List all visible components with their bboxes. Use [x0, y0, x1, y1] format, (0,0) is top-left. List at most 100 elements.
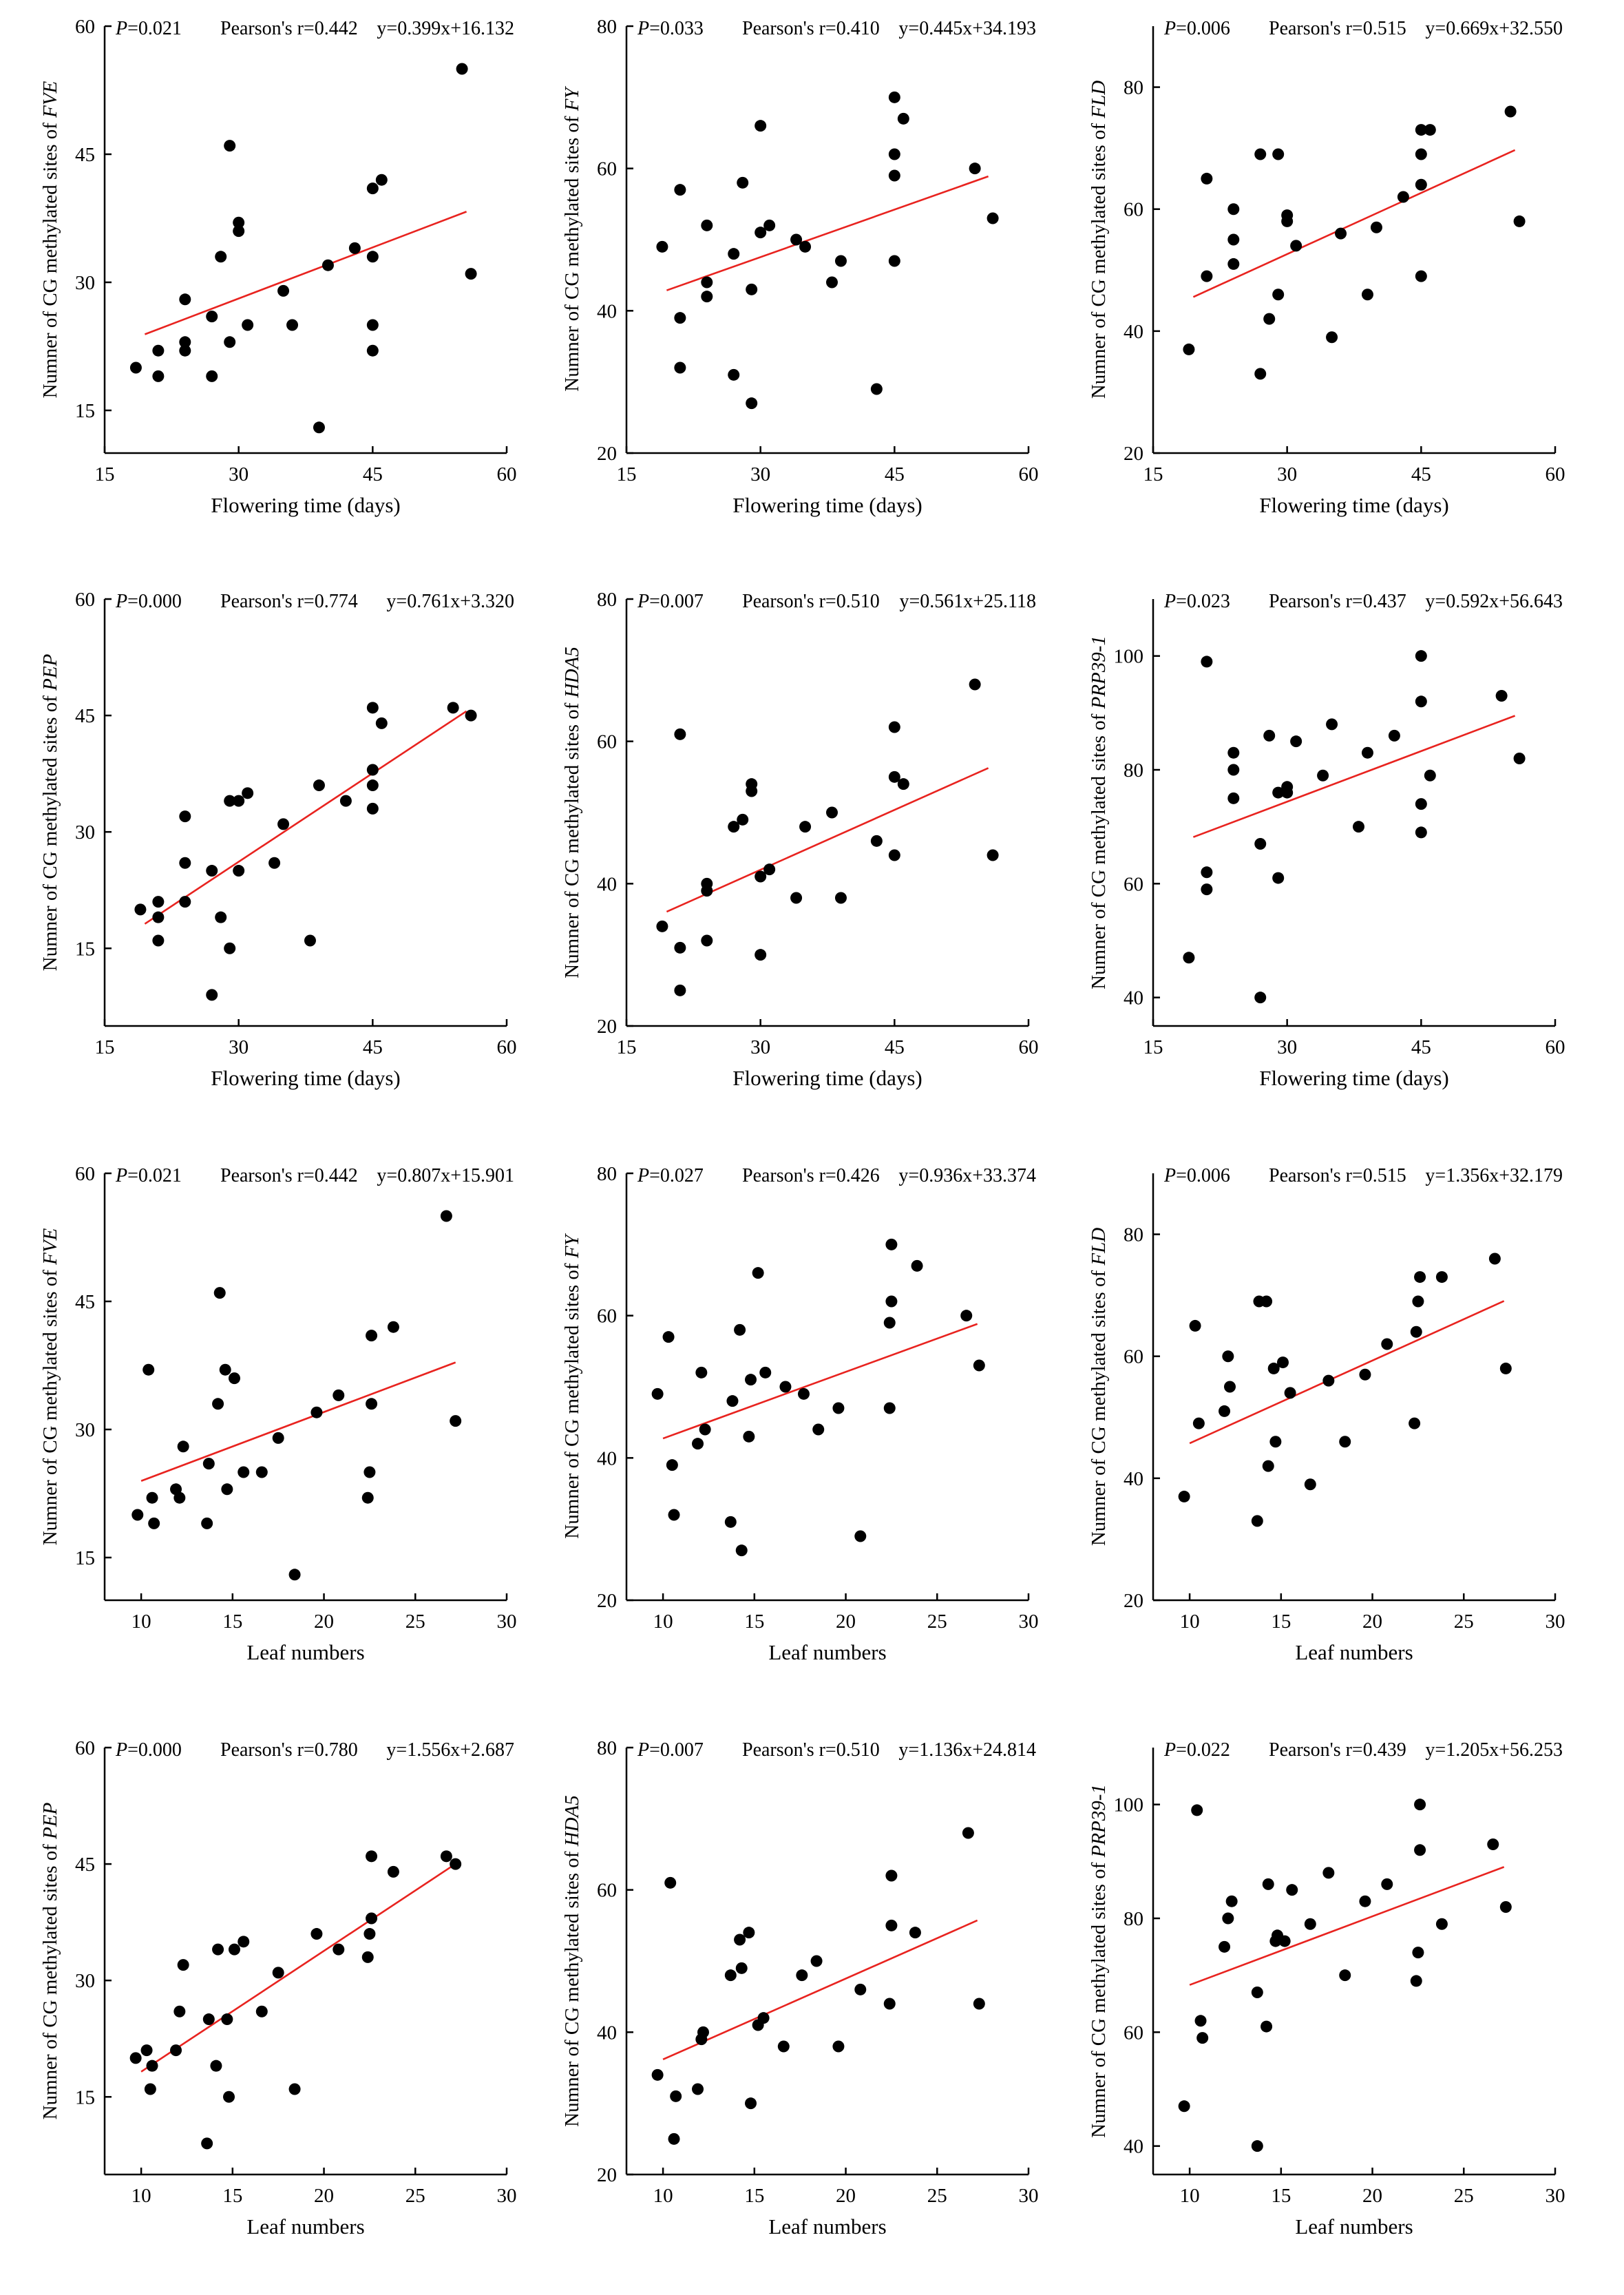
x-tick-label: 20: [1362, 2185, 1382, 2207]
p-value: =0.006: [1176, 18, 1230, 39]
p-symbol: P: [1163, 1165, 1176, 1186]
data-point: [152, 934, 165, 947]
data-point: [366, 182, 379, 195]
data-point: [755, 120, 767, 132]
data-point: [651, 2068, 664, 2081]
data-point: [450, 1858, 462, 1870]
data-point: [224, 336, 236, 348]
data-point: [701, 877, 713, 890]
data-point: [1278, 1935, 1291, 1947]
data-point: [1326, 331, 1338, 344]
data-point: [1361, 289, 1373, 301]
data-point: [224, 795, 236, 807]
data-point: [832, 2040, 845, 2053]
data-point: [152, 911, 165, 923]
scatter-panel-10: 10 15 20 25 30 15 30 45 60 Leaf numbers Numner of …: [39, 1737, 517, 2239]
data-point: [1201, 172, 1213, 185]
data-point: [148, 1517, 160, 1529]
y-tick-label: 40: [1124, 321, 1143, 343]
regression-equation: y=0.445x+34.193: [898, 18, 1036, 39]
data-point: [233, 216, 245, 229]
scatter-panel-5: 15 30 45 60 20 40 60 80 Flowering time (days) Num…: [561, 589, 1039, 1090]
data-point: [1267, 1362, 1280, 1374]
x-tick-label: 30: [1277, 463, 1297, 485]
data-point: [1219, 1405, 1231, 1417]
data-point: [1196, 2032, 1209, 2044]
data-point: [1322, 1867, 1335, 1879]
data-point: [674, 361, 686, 374]
y-axis-label: Numner of CG methylated sites of HDA5: [561, 647, 583, 978]
data-point: [173, 1491, 186, 1504]
data-point: [1488, 1253, 1501, 1265]
y-tick-label: 30: [75, 821, 95, 843]
data-point: [366, 702, 379, 714]
y-axis-label-text: Numner of CG methylated sites of: [561, 111, 583, 392]
y-axis-gene-name: FVE: [39, 1228, 61, 1265]
x-tick-label: 60: [497, 1036, 517, 1058]
data-point: [777, 2040, 790, 2053]
data-point: [1359, 1368, 1371, 1381]
data-point: [1322, 1374, 1335, 1387]
y-tick-label: 60: [1124, 873, 1143, 895]
data-point: [1304, 1918, 1316, 1930]
regression-line: [1192, 149, 1516, 298]
data-point: [1326, 718, 1338, 731]
x-tick-label: 30: [750, 1036, 770, 1058]
data-point: [1414, 1271, 1426, 1283]
data-point: [1335, 227, 1347, 240]
pearson-r-annotation: Pearson's r=0.426: [742, 1165, 880, 1186]
data-point: [897, 778, 909, 790]
x-tick-label: 30: [1019, 1611, 1039, 1633]
regression-line: [144, 211, 467, 335]
p-value: =0.023: [1176, 591, 1230, 612]
regression-equation: y=1.556x+2.687: [386, 1739, 514, 1761]
data-point: [651, 1387, 664, 1400]
data-point: [779, 1381, 792, 1393]
pearson-r-annotation: Pearson's r=0.780: [220, 1739, 358, 1761]
data-point: [146, 1491, 158, 1504]
data-point: [1227, 746, 1240, 759]
data-point: [973, 1359, 985, 1372]
p-value: =0.027: [649, 1165, 704, 1186]
data-point: [144, 2083, 156, 2095]
x-tick-label: 15: [1143, 1036, 1163, 1058]
x-tick-label: 60: [1019, 1036, 1039, 1058]
pearson-r-annotation: Pearson's r=0.410: [742, 18, 880, 39]
data-point: [177, 1959, 189, 1971]
data-point: [173, 2005, 186, 2018]
p-symbol: P: [1163, 591, 1176, 612]
y-tick-label: 20: [597, 1590, 617, 1612]
data-point: [366, 1912, 378, 1925]
data-point: [304, 934, 316, 947]
p-value-annotation: P=0.007: [637, 591, 704, 612]
data-point: [224, 942, 236, 954]
x-tick-label: 10: [131, 1611, 151, 1633]
regression-line: [1189, 1866, 1505, 1986]
x-tick-label: 10: [653, 2185, 673, 2207]
y-axis-label: Numner of CG methylated sites of FY: [561, 85, 583, 391]
regression-equation: y=0.592x+56.643: [1425, 591, 1563, 612]
data-point: [1290, 240, 1303, 252]
data-point: [1415, 148, 1427, 160]
y-axis-label: Numner of CG methylated sites of FVE: [39, 1228, 61, 1545]
data-point: [668, 2132, 680, 2145]
data-point: [375, 174, 388, 186]
data-point: [1290, 735, 1303, 748]
data-point: [666, 1459, 678, 1471]
y-tick-label: 60: [597, 1880, 617, 1902]
data-point: [724, 1969, 737, 1982]
data-point: [210, 2060, 222, 2072]
data-point: [883, 1317, 896, 1329]
y-tick-label: 100: [1114, 646, 1144, 668]
p-symbol: P: [637, 591, 649, 612]
data-point: [755, 949, 767, 961]
regression-equation: y=0.761x+3.320: [386, 591, 514, 612]
x-axis-label: Leaf numbers: [246, 2214, 364, 2239]
data-point: [277, 284, 290, 297]
data-point: [206, 989, 218, 1001]
data-point: [759, 1366, 772, 1379]
data-point: [221, 1483, 233, 1496]
p-value-annotation: P=0.022: [1163, 1739, 1230, 1761]
y-tick-label: 40: [597, 2022, 617, 2044]
y-tick-label: 40: [1124, 2136, 1143, 2158]
